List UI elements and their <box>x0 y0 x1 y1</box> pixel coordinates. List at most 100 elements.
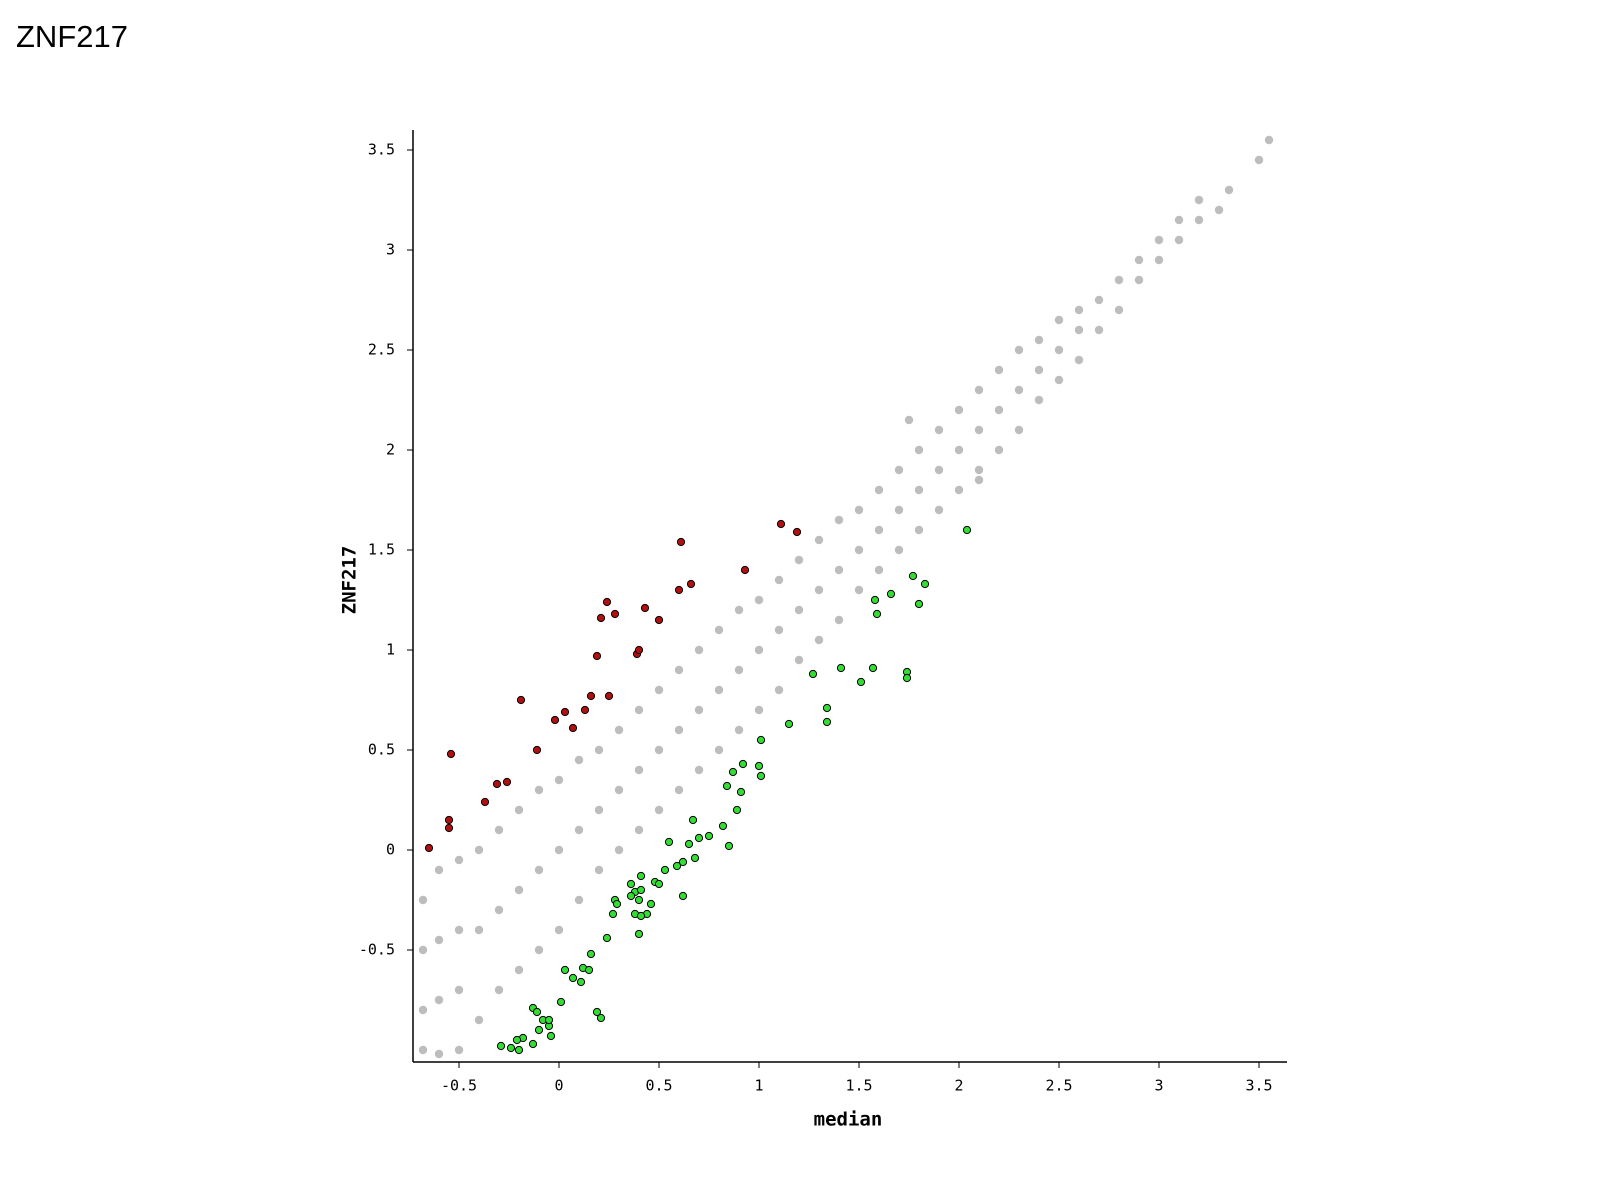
point <box>974 425 984 435</box>
point <box>610 609 620 619</box>
point <box>754 645 764 655</box>
point <box>1174 215 1184 225</box>
point <box>418 945 428 955</box>
point <box>1054 315 1064 325</box>
point <box>626 891 636 901</box>
point <box>724 841 734 851</box>
point <box>586 691 596 701</box>
point <box>1114 305 1124 315</box>
point <box>602 933 612 943</box>
point <box>1054 375 1064 385</box>
point <box>1114 275 1124 285</box>
x-tick-label: 3 <box>1154 1077 1163 1095</box>
x-tick-label: 0 <box>554 1077 563 1095</box>
point <box>974 465 984 475</box>
point <box>834 615 844 625</box>
point <box>678 857 688 867</box>
point <box>596 1013 606 1023</box>
point <box>774 625 784 635</box>
x-tick-label: 0.5 <box>645 1077 672 1095</box>
point <box>454 855 464 865</box>
point <box>568 973 578 983</box>
point <box>654 615 664 625</box>
point <box>596 613 606 623</box>
point <box>594 745 604 755</box>
point <box>534 1025 544 1035</box>
point <box>654 745 664 755</box>
point <box>732 805 742 815</box>
point <box>654 685 664 695</box>
point <box>894 505 904 515</box>
point <box>868 663 878 673</box>
point <box>728 767 738 777</box>
point <box>550 715 560 725</box>
point <box>514 885 524 895</box>
y-tick-label: 2.5 <box>368 341 395 359</box>
point <box>574 755 584 765</box>
point <box>734 665 744 675</box>
point <box>502 777 512 787</box>
point <box>874 485 884 495</box>
point <box>602 597 612 607</box>
point <box>754 595 764 605</box>
point <box>676 537 686 547</box>
point <box>1194 215 1204 225</box>
point <box>672 861 682 871</box>
point <box>934 505 944 515</box>
point <box>914 485 924 495</box>
point <box>664 837 674 847</box>
point <box>674 725 684 735</box>
point <box>446 749 456 759</box>
point <box>514 805 524 815</box>
point <box>920 579 930 589</box>
y-tick-label: -0.5 <box>359 941 395 959</box>
point <box>1254 155 1264 165</box>
x-axis-label: median <box>814 1109 883 1131</box>
point <box>736 787 746 797</box>
point <box>994 445 1004 455</box>
point <box>480 797 490 807</box>
point <box>660 865 670 875</box>
x-tick-label: 1.5 <box>845 1077 872 1095</box>
point <box>1074 325 1084 335</box>
point <box>962 525 972 535</box>
point <box>1014 385 1024 395</box>
point <box>580 705 590 715</box>
point <box>418 1005 428 1015</box>
point <box>640 603 650 613</box>
point <box>934 425 944 435</box>
point <box>1094 325 1104 335</box>
y-tick-label: 3.5 <box>368 141 395 159</box>
y-tick-label: 0.5 <box>368 741 395 759</box>
point <box>1014 345 1024 355</box>
point <box>474 925 484 935</box>
point <box>574 825 584 835</box>
point <box>636 871 646 881</box>
point <box>534 785 544 795</box>
point <box>694 765 704 775</box>
x-tick-label: 2 <box>954 1077 963 1095</box>
point <box>902 673 912 683</box>
point <box>614 725 624 735</box>
point <box>754 761 764 771</box>
y-tick-label: 1.5 <box>368 541 395 559</box>
point <box>634 705 644 715</box>
point <box>908 571 918 581</box>
point <box>554 845 564 855</box>
point <box>894 465 904 475</box>
point <box>1174 235 1184 245</box>
point <box>636 911 646 921</box>
point <box>434 1049 444 1059</box>
point <box>734 605 744 615</box>
point <box>534 945 544 955</box>
point <box>714 685 724 695</box>
x-tick-label: -0.5 <box>441 1077 477 1095</box>
point <box>434 935 444 945</box>
point <box>814 535 824 545</box>
point <box>534 865 544 875</box>
point <box>556 997 566 1007</box>
point <box>872 609 882 619</box>
point <box>934 465 944 475</box>
point <box>694 705 704 715</box>
